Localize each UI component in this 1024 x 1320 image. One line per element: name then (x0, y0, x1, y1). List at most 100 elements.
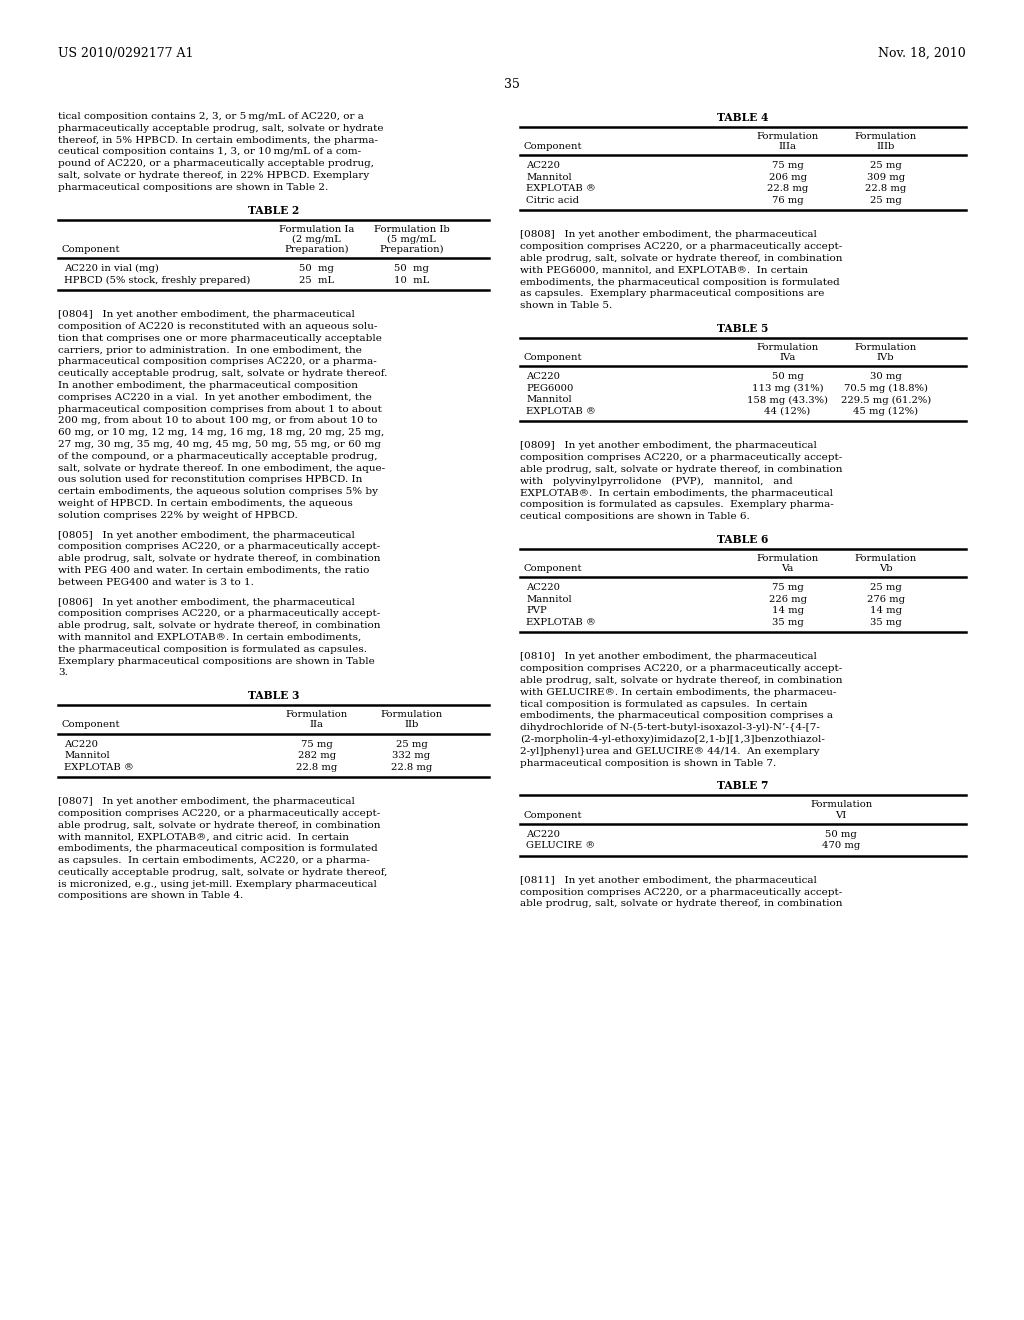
Text: Citric acid: Citric acid (526, 195, 579, 205)
Text: 27 mg, 30 mg, 35 mg, 40 mg, 45 mg, 50 mg, 55 mg, or 60 mg: 27 mg, 30 mg, 35 mg, 40 mg, 45 mg, 50 mg… (58, 440, 381, 449)
Text: with mannitol, EXPLOTAB®, and citric acid.  In certain: with mannitol, EXPLOTAB®, and citric aci… (58, 833, 349, 841)
Text: with PEG 400 and water. In certain embodiments, the ratio: with PEG 400 and water. In certain embod… (58, 566, 370, 576)
Text: 282 mg: 282 mg (298, 751, 336, 760)
Text: 226 mg: 226 mg (769, 595, 807, 605)
Text: IVa: IVa (779, 354, 796, 362)
Text: 45 mg (12%): 45 mg (12%) (853, 407, 919, 416)
Text: IIIb: IIIb (877, 143, 895, 152)
Text: In another embodiment, the pharmaceutical composition: In another embodiment, the pharmaceutica… (58, 381, 358, 389)
Text: Formulation: Formulation (286, 710, 348, 719)
Text: 25 mg: 25 mg (869, 161, 901, 170)
Text: 25  mL: 25 mL (299, 276, 334, 285)
Text: 25 mg: 25 mg (869, 583, 901, 593)
Text: ceutically acceptable prodrug, salt, solvate or hydrate thereof.: ceutically acceptable prodrug, salt, sol… (58, 370, 387, 379)
Text: pharmaceutical composition comprises AC220, or a pharma-: pharmaceutical composition comprises AC2… (58, 358, 377, 367)
Text: (5 mg/mL: (5 mg/mL (387, 235, 436, 244)
Text: with mannitol and EXPLOTAB®. In certain embodiments,: with mannitol and EXPLOTAB®. In certain … (58, 634, 361, 642)
Text: GELUCIRE ®: GELUCIRE ® (526, 841, 595, 850)
Text: Formulation: Formulation (757, 132, 819, 141)
Text: TABLE 4: TABLE 4 (718, 112, 769, 123)
Text: 50 mg: 50 mg (825, 830, 857, 838)
Text: composition of AC220 is reconstituted with an aqueous solu-: composition of AC220 is reconstituted wi… (58, 322, 378, 331)
Text: able prodrug, salt, solvate or hydrate thereof, in combination: able prodrug, salt, solvate or hydrate t… (58, 821, 381, 830)
Text: VI: VI (836, 810, 847, 820)
Text: Component: Component (524, 354, 583, 362)
Text: Mannitol: Mannitol (526, 396, 571, 404)
Text: the pharmaceutical composition is formulated as capsules.: the pharmaceutical composition is formul… (58, 644, 367, 653)
Text: [0805]   In yet another embodiment, the pharmaceutical: [0805] In yet another embodiment, the ph… (58, 531, 355, 540)
Text: EXPLOTAB ®: EXPLOTAB ® (63, 763, 134, 772)
Text: 276 mg: 276 mg (866, 595, 905, 605)
Text: 35 mg: 35 mg (869, 618, 901, 627)
Text: embodiments, the pharmaceutical composition is formulated: embodiments, the pharmaceutical composit… (520, 277, 840, 286)
Text: [0806]   In yet another embodiment, the pharmaceutical: [0806] In yet another embodiment, the ph… (58, 598, 355, 607)
Text: pound of AC220, or a pharmaceutically acceptable prodrug,: pound of AC220, or a pharmaceutically ac… (58, 160, 374, 168)
Text: Formulation: Formulation (380, 710, 442, 719)
Text: 50  mg: 50 mg (299, 264, 334, 273)
Text: 3.: 3. (58, 668, 68, 677)
Text: 30 mg: 30 mg (869, 372, 901, 381)
Text: AC220: AC220 (526, 161, 560, 170)
Text: embodiments, the pharmaceutical composition comprises a: embodiments, the pharmaceutical composit… (520, 711, 833, 721)
Text: 25 mg: 25 mg (395, 739, 427, 748)
Text: TABLE 3: TABLE 3 (248, 690, 299, 701)
Text: Formulation: Formulation (855, 343, 916, 352)
Text: Preparation): Preparation) (285, 246, 349, 255)
Text: Component: Component (62, 721, 121, 730)
Text: certain embodiments, the aqueous solution comprises 5% by: certain embodiments, the aqueous solutio… (58, 487, 378, 496)
Text: AC220: AC220 (63, 739, 98, 748)
Text: composition comprises AC220, or a pharmaceutically accept-: composition comprises AC220, or a pharma… (520, 887, 843, 896)
Text: solution comprises 22% by weight of HPBCD.: solution comprises 22% by weight of HPBC… (58, 511, 298, 520)
Text: IIIa: IIIa (778, 143, 797, 152)
Text: TABLE 2: TABLE 2 (248, 205, 299, 215)
Text: is micronized, e.g., using jet-mill. Exemplary pharmaceutical: is micronized, e.g., using jet-mill. Exe… (58, 879, 377, 888)
Text: salt, solvate or hydrate thereof, in 22% HPBCD. Exemplary: salt, solvate or hydrate thereof, in 22%… (58, 172, 370, 180)
Text: 35: 35 (504, 78, 520, 91)
Text: composition is formulated as capsules.  Exemplary pharma-: composition is formulated as capsules. E… (520, 500, 834, 510)
Text: as capsules.  Exemplary pharmaceutical compositions are: as capsules. Exemplary pharmaceutical co… (520, 289, 824, 298)
Text: Formulation: Formulation (757, 343, 819, 352)
Text: with PEG6000, mannitol, and EXPLOTAB®.  In certain: with PEG6000, mannitol, and EXPLOTAB®. I… (520, 265, 808, 275)
Text: 470 mg: 470 mg (822, 841, 860, 850)
Text: 76 mg: 76 mg (772, 195, 804, 205)
Text: 113 mg (31%): 113 mg (31%) (752, 384, 823, 393)
Text: EXPLOTAB®.  In certain embodiments, the pharmaceutical: EXPLOTAB®. In certain embodiments, the p… (520, 488, 833, 498)
Text: Mannitol: Mannitol (526, 595, 571, 605)
Text: 75 mg: 75 mg (301, 739, 333, 748)
Text: TABLE 5: TABLE 5 (718, 323, 769, 334)
Text: ceutical compositions are shown in Table 6.: ceutical compositions are shown in Table… (520, 512, 750, 521)
Text: 14 mg: 14 mg (869, 606, 902, 615)
Text: 75 mg: 75 mg (772, 161, 804, 170)
Text: able prodrug, salt, solvate or hydrate thereof, in combination: able prodrug, salt, solvate or hydrate t… (520, 676, 843, 685)
Text: Nov. 18, 2010: Nov. 18, 2010 (879, 48, 966, 59)
Text: able prodrug, salt, solvate or hydrate thereof, in combination: able prodrug, salt, solvate or hydrate t… (58, 622, 381, 630)
Text: Formulation: Formulation (757, 554, 819, 564)
Text: [0809]   In yet another embodiment, the pharmaceutical: [0809] In yet another embodiment, the ph… (520, 441, 817, 450)
Text: 44 (12%): 44 (12%) (765, 407, 811, 416)
Text: 35 mg: 35 mg (772, 618, 804, 627)
Text: between PEG400 and water is 3 to 1.: between PEG400 and water is 3 to 1. (58, 578, 254, 587)
Text: thereof, in 5% HPBCD. In certain embodiments, the pharma-: thereof, in 5% HPBCD. In certain embodim… (58, 136, 378, 145)
Text: Component: Component (524, 143, 583, 152)
Text: HPBCD (5% stock, freshly prepared): HPBCD (5% stock, freshly prepared) (63, 276, 251, 285)
Text: [0804]   In yet another embodiment, the pharmaceutical: [0804] In yet another embodiment, the ph… (58, 310, 355, 319)
Text: 229.5 mg (61.2%): 229.5 mg (61.2%) (841, 396, 931, 404)
Text: composition comprises AC220, or a pharmaceutically accept-: composition comprises AC220, or a pharma… (520, 664, 843, 673)
Text: 50 mg: 50 mg (772, 372, 804, 381)
Text: pharmaceutically acceptable prodrug, salt, solvate or hydrate: pharmaceutically acceptable prodrug, sal… (58, 124, 384, 133)
Text: pharmaceutical composition is shown in Table 7.: pharmaceutical composition is shown in T… (520, 759, 776, 768)
Text: comprises AC220 in a vial.  In yet another embodiment, the: comprises AC220 in a vial. In yet anothe… (58, 393, 372, 401)
Text: AC220: AC220 (526, 830, 560, 838)
Text: EXPLOTAB ®: EXPLOTAB ® (526, 407, 596, 416)
Text: dihydrochloride of N-(5-tert-butyl-isoxazol-3-yl)-N’-{4-[7-: dihydrochloride of N-(5-tert-butyl-isoxa… (520, 723, 820, 733)
Text: Formulation Ib: Formulation Ib (374, 224, 450, 234)
Text: Formulation: Formulation (855, 554, 916, 564)
Text: as capsules.  In certain embodiments, AC220, or a pharma-: as capsules. In certain embodiments, AC2… (58, 857, 370, 865)
Text: 14 mg: 14 mg (772, 606, 804, 615)
Text: 200 mg, from about 10 to about 100 mg, or from about 10 to: 200 mg, from about 10 to about 100 mg, o… (58, 416, 378, 425)
Text: 206 mg: 206 mg (769, 173, 807, 182)
Text: Exemplary pharmaceutical compositions are shown in Table: Exemplary pharmaceutical compositions ar… (58, 656, 375, 665)
Text: US 2010/0292177 A1: US 2010/0292177 A1 (58, 48, 194, 59)
Text: 50  mg: 50 mg (394, 264, 429, 273)
Text: Mannitol: Mannitol (63, 751, 110, 760)
